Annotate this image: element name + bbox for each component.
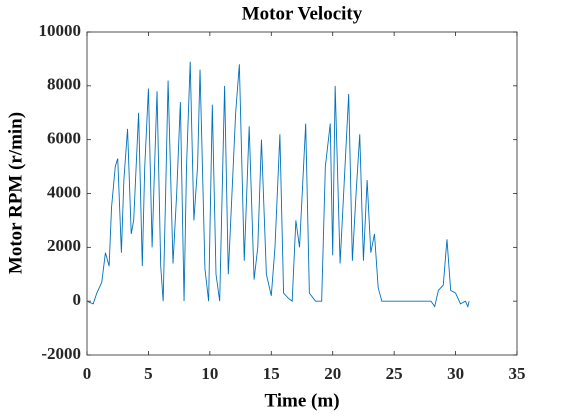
chart-title: Motor Velocity (242, 3, 363, 24)
y-tick-label: -2000 (41, 344, 81, 363)
y-tick-label: 0 (73, 290, 82, 309)
data-line (86, 61, 470, 308)
y-tick-label: 8000 (47, 75, 81, 94)
x-tick-label: 25 (386, 364, 403, 383)
x-tick-label: 15 (263, 364, 280, 383)
x-tick-label: 0 (83, 364, 92, 383)
x-tick-label: 5 (144, 364, 153, 383)
y-tick-label: 10000 (39, 21, 82, 40)
x-tick-label: 30 (447, 364, 464, 383)
x-axis-label: Time (m) (264, 390, 339, 411)
x-tick-label: 35 (509, 364, 526, 383)
y-tick-label: 6000 (47, 129, 81, 148)
y-axis-label: Motor RPM (r/min) (5, 112, 26, 274)
x-tick-label: 10 (201, 364, 218, 383)
x-tick-label: 20 (324, 364, 341, 383)
y-tick-label: 2000 (47, 236, 81, 255)
y-tick-label: 4000 (47, 182, 81, 201)
